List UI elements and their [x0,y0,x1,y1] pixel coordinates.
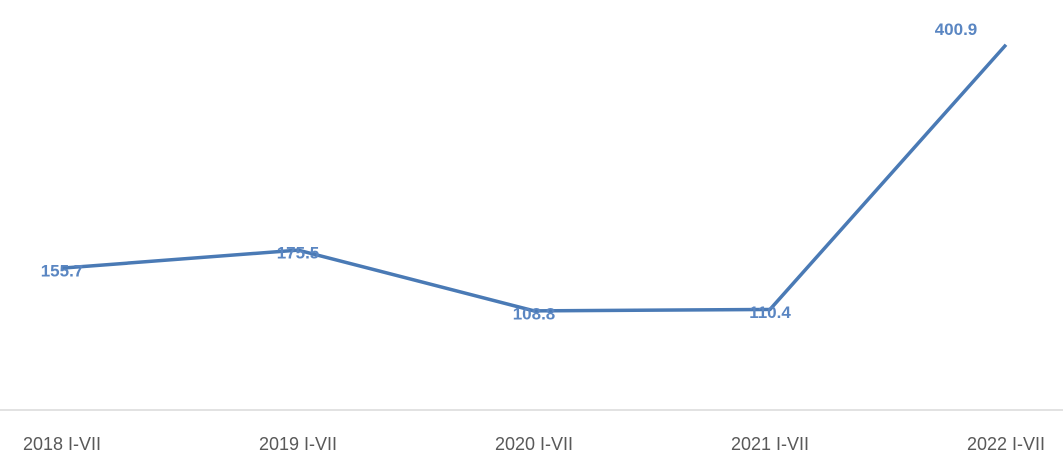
x-tick-label: 2018 I-VII [23,434,101,454]
x-tick-label: 2020 I-VII [495,434,573,454]
line-series [61,43,1008,313]
data-label: 155.7 [41,262,84,281]
x-tick-label: 2021 I-VII [731,434,809,454]
x-tick-label: 2022 I-VII [967,434,1045,454]
data-label: 175.5 [277,244,320,263]
data-label: 400.9 [935,20,978,39]
x-tick-label: 2019 I-VII [259,434,337,454]
data-label: 108.8 [513,304,556,323]
data-label: 110.4 [749,303,791,322]
